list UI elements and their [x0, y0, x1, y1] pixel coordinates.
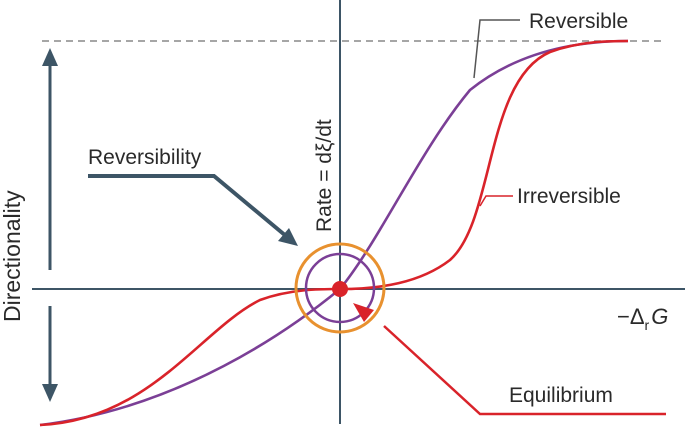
equilibrium-arrowhead: [353, 303, 374, 322]
x-axis-label-sub: r: [645, 317, 650, 333]
irreversible-label: Irreversible: [517, 185, 621, 208]
equilibrium-label: Equilibrium: [509, 384, 613, 407]
reversible-leader-line: [473, 19, 520, 79]
reversible-label: Reversible: [529, 10, 628, 33]
equilibrium-leader-line: [383, 325, 666, 416]
directionality-arrowhead-up: [42, 48, 58, 66]
directionality-label: Directionality: [0, 190, 25, 322]
reversible-curve: [39, 39, 629, 427]
directionality-arrowhead-down: [42, 384, 58, 402]
irreversible-curve: [39, 39, 629, 427]
reversibility-arrowhead: [278, 228, 298, 246]
x-axis-label-var: G: [651, 304, 668, 329]
x-axis-label: −ΔrG: [617, 304, 668, 333]
reversibility-leader-line: [88, 174, 288, 238]
x-axis-label-prefix: −Δ: [617, 304, 645, 329]
reversibility-circle-inner: [304, 252, 376, 324]
reversibility-circle-outer: [294, 242, 386, 334]
irreversible-leader-line: [479, 195, 513, 207]
reversibility-label: Reversibility: [88, 146, 202, 169]
equilibrium-dot: [332, 281, 348, 297]
y-axis-label: Rate = dξ/dt: [313, 119, 336, 232]
